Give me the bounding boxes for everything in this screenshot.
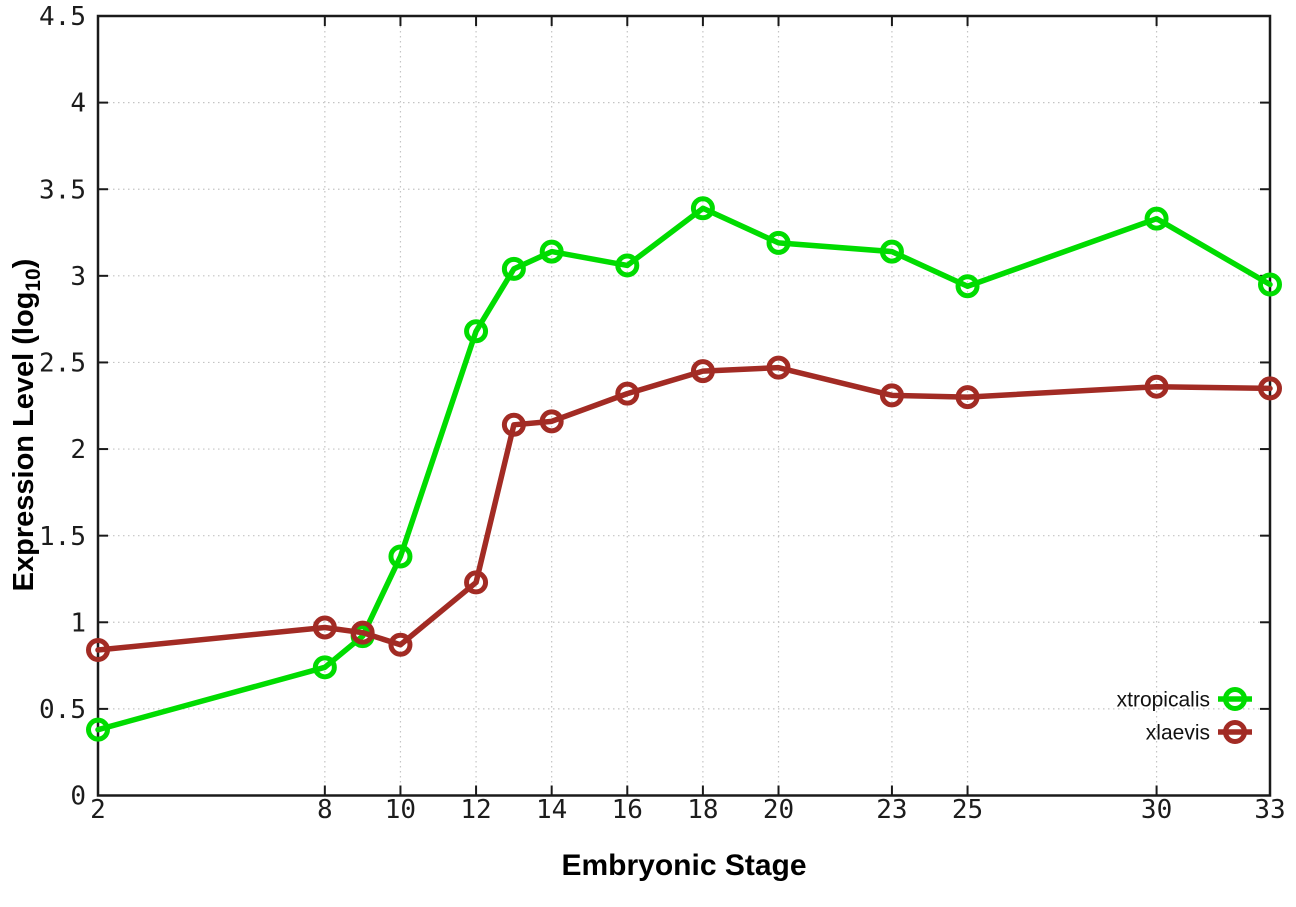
point-xlaevis-23 [879,383,904,408]
point-xlaevis-13 [501,412,526,437]
y-tick-label: 0 [70,782,86,812]
point-xlaevis-18 [690,359,715,384]
point-xlaevis-9 [350,620,375,645]
y-axis-title-subscript: 10 [21,268,45,292]
y-tick-label: 3 [70,262,86,292]
point-xlaevis-30 [1144,374,1169,399]
y-tick-label: 4 [70,89,86,119]
legend-label-xlaevis: xlaevis [1146,721,1210,744]
y-tick-label: 4.5 [39,2,86,32]
x-tick-label: 20 [763,795,794,825]
x-tick-label: 30 [1141,795,1172,825]
x-tick-label: 33 [1254,795,1285,825]
point-xtropicalis-20 [766,230,791,255]
point-xtropicalis-2 [86,717,110,742]
x-tick-label: 23 [876,795,907,825]
point-xtropicalis-25 [955,274,980,299]
legend-label-xtropicalis: xtropicalis [1117,688,1210,711]
point-xtropicalis-10 [388,544,413,569]
point-xlaevis-16 [615,381,640,406]
x-axis-title: Embryonic Stage [561,849,807,882]
x-tick-label: 25 [952,795,983,825]
legend-sample-marker-xlaevis [1223,720,1247,744]
point-xlaevis-12 [464,570,489,595]
point-xlaevis-20 [766,355,791,380]
x-tick-label: 12 [460,795,491,825]
x-tick-label: 18 [687,795,718,825]
y-axis-title-close: ) [8,258,41,269]
point-xtropicalis-16 [615,253,640,278]
y-tick-label: 2.5 [39,349,86,379]
x-tick-label: 8 [317,795,333,825]
x-tick-label: 16 [612,795,643,825]
point-xlaevis-33 [1258,376,1282,401]
point-xtropicalis-12 [464,319,489,344]
point-xtropicalis-14 [539,239,564,264]
point-xlaevis-25 [955,385,980,410]
y-tick-label: 1.5 [39,522,86,552]
point-xlaevis-10 [388,632,413,657]
legend-sample-marker-xtropicalis [1223,687,1247,711]
point-xtropicalis-23 [879,239,904,264]
point-xtropicalis-18 [690,196,715,221]
point-xlaevis-8 [312,615,337,640]
y-tick-label: 2 [70,435,86,465]
point-xlaevis-2 [86,637,110,662]
point-xtropicalis-30 [1144,206,1169,231]
plot-border [96,14,1272,797]
y-tick-label: 1 [70,608,86,638]
point-xtropicalis-8 [312,655,337,680]
x-tick-label: 10 [385,795,416,825]
y-axis-title-text: Expression Level (log [8,291,41,592]
point-xlaevis-14 [539,409,564,434]
x-tick-label: 14 [536,795,567,825]
series-line-xlaevis [95,364,1273,653]
y-axis-title: Expression Level (log10) [8,259,46,592]
point-xtropicalis-33 [1258,272,1282,297]
x-tick-label: 2 [90,795,106,825]
point-xtropicalis-13 [501,256,526,281]
series-line-xtropicalis [95,205,1273,733]
y-tick-label: 0.5 [39,695,86,725]
y-tick-label: 3.5 [39,175,86,205]
